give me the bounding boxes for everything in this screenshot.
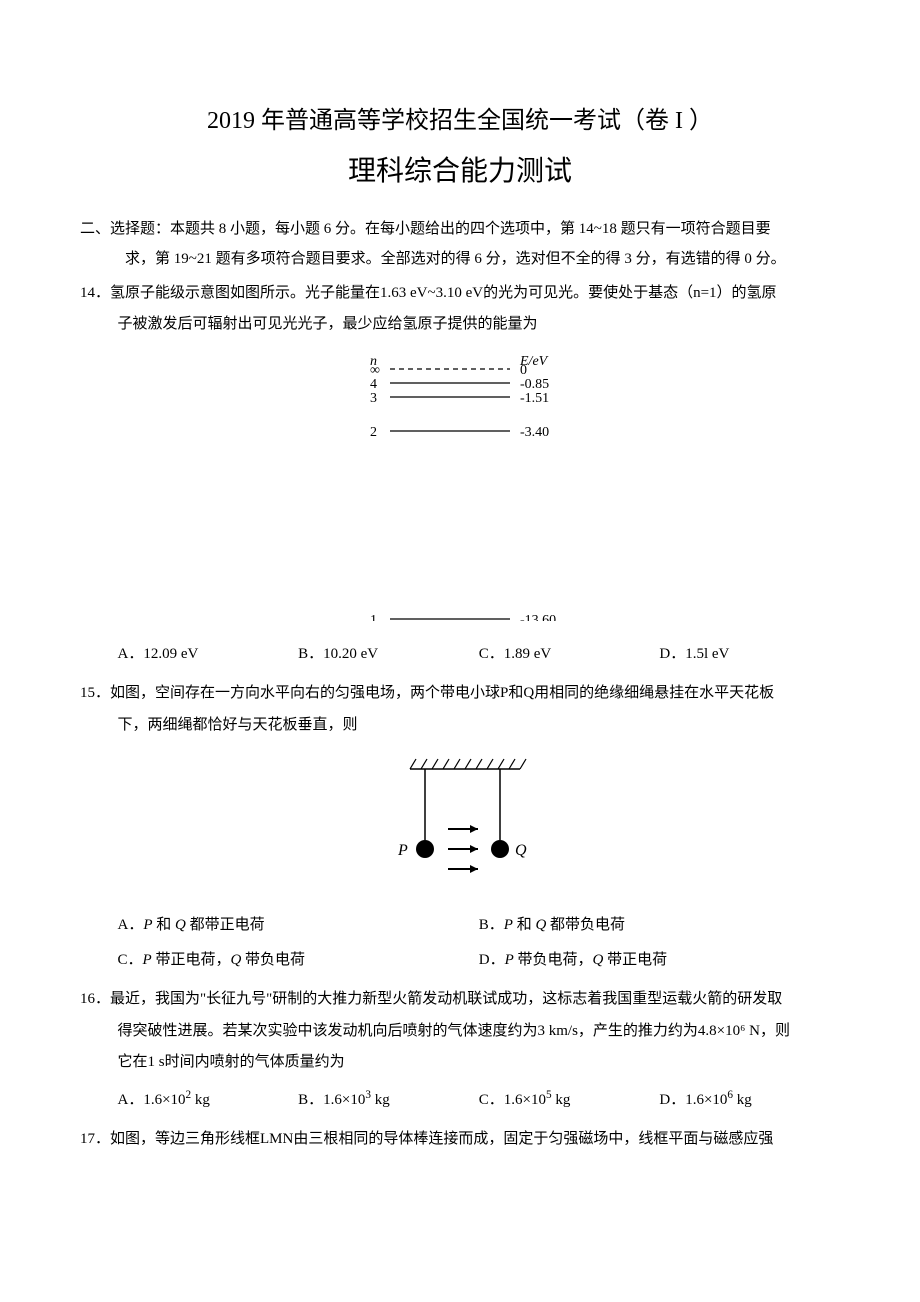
q15-text2: 下，两细绳都恰好与天花板垂直，则 — [80, 710, 840, 742]
svg-text:-0.85: -0.85 — [520, 377, 549, 392]
q15-option-a: A．P 和 Q 都带正电荷 — [118, 912, 479, 939]
q14-text1: 14．氢原子能级示意图如图所示。光子能量在1.63 eV~3.10 eV的光为可… — [80, 278, 840, 310]
svg-text:4: 4 — [370, 377, 377, 392]
q14-option-d: D．1.5l eV — [659, 641, 840, 668]
svg-text:P: P — [397, 842, 408, 859]
exam-title-line1: 2019 年普通高等学校招生全国统一考试（卷 I ） — [80, 100, 840, 143]
q16-option-d: D．1.6×106 kg — [659, 1085, 840, 1114]
q16-text2: 得突破性进展。若某次实验中该发动机向后喷射的气体速度约为3 km/s，产生的推力… — [80, 1016, 840, 1048]
q16-options: A．1.6×102 kg B．1.6×103 kg C．1.6×105 kg D… — [80, 1085, 840, 1114]
svg-text:3: 3 — [370, 391, 377, 406]
q15-text1: 15．如图，空间存在一方向水平向右的匀强电场，两个带电小球P和Q用相同的绝缘细绳… — [80, 678, 840, 710]
svg-text:-3.40: -3.40 — [520, 425, 549, 440]
svg-text:2: 2 — [370, 425, 377, 440]
q14-option-c: C．1.89 eV — [479, 641, 660, 668]
q16-option-c: C．1.6×105 kg — [479, 1085, 660, 1114]
q15-diagram: PQ — [80, 751, 840, 902]
q15-option-c: C．P 带正电荷，Q 带负电荷 — [118, 947, 479, 974]
q14-text2: 子被激发后可辐射出可见光光子，最少应给氢原子提供的能量为 — [80, 309, 840, 341]
q16-text1: 16．最近，我国为"长征九号"研制的大推力新型火箭发动机联试成功，这标志着我国重… — [80, 984, 840, 1016]
section-line1: 二、选择题：本题共 8 小题，每小题 6 分。在每小题给出的四个选项中，第 14… — [80, 221, 771, 237]
svg-text:-13.60: -13.60 — [520, 613, 556, 621]
q14-energy-diagram: nE/eV∞04-0.853-1.512-3.401-13.60 — [80, 351, 840, 632]
question-16: 16．最近，我国为"长征九号"研制的大推力新型火箭发动机联试成功，这标志着我国重… — [80, 984, 840, 1079]
q14-option-a: A．12.09 eV — [118, 641, 299, 668]
q14-option-b: B．10.20 eV — [298, 641, 479, 668]
q16-option-b: B．1.6×103 kg — [298, 1085, 479, 1114]
question-17: 17．如图，等边三角形线框LMN由三根相同的导体棒连接而成，固定于匀强磁场中，线… — [80, 1124, 840, 1156]
q16-option-a: A．1.6×102 kg — [118, 1085, 299, 1114]
exam-title-line2: 理科综合能力测试 — [80, 147, 840, 197]
svg-text:1: 1 — [370, 613, 377, 621]
svg-text:0: 0 — [520, 363, 527, 378]
q15-option-d: D．P 带负电荷，Q 带正电荷 — [479, 947, 840, 974]
question-14: 14．氢原子能级示意图如图所示。光子能量在1.63 eV~3.10 eV的光为可… — [80, 278, 840, 341]
q16-text3: 它在1 s时间内喷射的气体质量约为 — [80, 1047, 840, 1079]
section-line2: 求，第 19~21 题有多项符合题目要求。全部选对的得 6 分，选对但不全的得 … — [80, 244, 840, 274]
svg-text:Q: Q — [515, 842, 527, 859]
q14-options: A．12.09 eV B．10.20 eV C．1.89 eV D．1.5l e… — [80, 641, 840, 668]
q15-options: A．P 和 Q 都带正电荷 B．P 和 Q 都带负电荷 C．P 带正电荷，Q 带… — [80, 912, 840, 974]
q17-text1: 17．如图，等边三角形线框LMN由三根相同的导体棒连接而成，固定于匀强磁场中，线… — [80, 1124, 840, 1156]
section-instructions: 二、选择题：本题共 8 小题，每小题 6 分。在每小题给出的四个选项中，第 14… — [80, 214, 840, 274]
svg-text:-1.51: -1.51 — [520, 391, 549, 406]
question-15: 15．如图，空间存在一方向水平向右的匀强电场，两个带电小球P和Q用相同的绝缘细绳… — [80, 678, 840, 741]
svg-text:∞: ∞ — [370, 363, 380, 378]
q15-option-b: B．P 和 Q 都带负电荷 — [479, 912, 840, 939]
